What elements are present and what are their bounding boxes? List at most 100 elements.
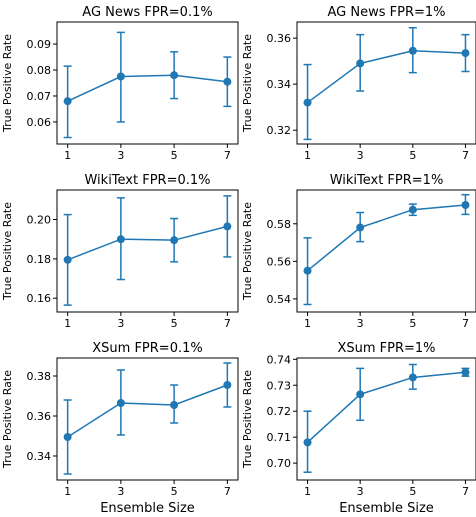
x-tick-label: 5 <box>171 485 178 498</box>
y-tick-label: 0.38 <box>27 370 52 383</box>
data-point <box>409 206 417 214</box>
data-point <box>409 47 417 55</box>
y-tick-label: 0.20 <box>27 214 52 227</box>
chart-panel-1: AG News FPR=0.1% True Positive Rate 1 3 5 7 0.… <box>1 5 238 162</box>
series-line <box>68 385 228 437</box>
x-tick-label: 1 <box>64 485 71 498</box>
y-tick-label: 0.54 <box>267 293 292 306</box>
data-point <box>64 256 72 264</box>
data-point <box>409 373 417 381</box>
plot-frame <box>57 22 238 144</box>
y-tick-label: 0.16 <box>27 292 52 305</box>
y-axis-label: True Positive Rate <box>1 202 14 301</box>
x-tick-label: 3 <box>357 317 364 330</box>
data-point <box>356 224 364 232</box>
y-tick-label: 0.32 <box>267 124 292 137</box>
chart-panel-6: XSum FPR=1% True Positive Rate Ensemble Si… <box>241 341 476 516</box>
chart-panel-3: WikiText FPR=0.1% True Positive Rate 1 3 5 7 0… <box>1 173 238 330</box>
data-point <box>117 235 125 243</box>
data-point <box>461 49 469 57</box>
y-tick-label: 0.09 <box>27 38 52 51</box>
data-point <box>170 71 178 79</box>
y-tick-label: 0.73 <box>267 379 292 392</box>
x-axis-label: Ensemble Size <box>100 501 195 516</box>
x-tick-label: 1 <box>64 317 71 330</box>
series-line <box>308 205 466 271</box>
x-tick-label: 1 <box>304 485 311 498</box>
x-axis-label: Ensemble Size <box>339 501 434 516</box>
x-tick-label: 3 <box>117 317 124 330</box>
data-point <box>117 73 125 81</box>
plot-frame <box>297 190 476 312</box>
y-tick-label: 0.34 <box>27 450 52 463</box>
x-tick-label: 5 <box>409 317 416 330</box>
x-tick-label: 1 <box>304 149 311 162</box>
chart-title: XSum FPR=0.1% <box>92 341 202 356</box>
data-point <box>304 99 312 107</box>
chart-title: AG News FPR=0.1% <box>82 5 212 20</box>
plot-frame <box>297 22 476 144</box>
x-tick-label: 3 <box>117 485 124 498</box>
plot-frame <box>297 358 476 480</box>
data-point <box>223 381 231 389</box>
y-tick-label: 0.07 <box>27 90 52 103</box>
data-point <box>64 433 72 441</box>
x-tick-label: 3 <box>357 485 364 498</box>
y-tick-label: 0.36 <box>27 410 52 423</box>
data-point <box>461 368 469 376</box>
x-tick-label: 7 <box>462 485 469 498</box>
series-line <box>68 75 228 101</box>
data-point <box>304 267 312 275</box>
x-tick-label: 1 <box>304 317 311 330</box>
x-tick-label: 1 <box>64 149 71 162</box>
chart-title: AG News FPR=1% <box>328 5 446 20</box>
y-axis-label: True Positive Rate <box>241 34 254 133</box>
series-line <box>308 51 466 103</box>
chart-panel-2: AG News FPR=1% True Positive Rate 1 3 5 7 0.32… <box>241 5 476 162</box>
plot-frame <box>57 358 238 480</box>
data-point <box>64 97 72 105</box>
y-axis-label: True Positive Rate <box>1 34 14 133</box>
y-axis-label: True Positive Rate <box>1 370 14 469</box>
y-tick-label: 0.74 <box>267 353 292 366</box>
y-tick-label: 0.56 <box>267 255 292 268</box>
y-tick-label: 0.06 <box>27 116 52 129</box>
plot-frame <box>57 190 238 312</box>
y-tick-label: 0.58 <box>267 218 292 231</box>
data-point <box>170 401 178 409</box>
x-tick-label: 5 <box>409 149 416 162</box>
chart-title: XSum FPR=1% <box>337 341 435 356</box>
series-line <box>308 372 466 442</box>
y-tick-label: 0.72 <box>267 405 292 418</box>
x-tick-label: 5 <box>409 485 416 498</box>
data-point <box>356 59 364 67</box>
x-tick-label: 3 <box>357 149 364 162</box>
data-point <box>461 201 469 209</box>
y-tick-label: 0.34 <box>267 78 292 91</box>
x-tick-label: 7 <box>462 317 469 330</box>
x-tick-label: 7 <box>224 149 231 162</box>
y-tick-label: 0.70 <box>267 457 292 470</box>
data-point <box>356 390 364 398</box>
x-tick-label: 3 <box>117 149 124 162</box>
y-tick-label: 0.71 <box>267 431 292 444</box>
x-tick-label: 5 <box>171 317 178 330</box>
y-tick-label: 0.36 <box>267 32 292 45</box>
data-point <box>223 222 231 230</box>
chart-title: WikiText FPR=1% <box>330 173 444 188</box>
chart-panel-5: XSum FPR=0.1% True Positive Rate Ensemble … <box>1 341 238 516</box>
data-point <box>170 236 178 244</box>
y-tick-label: 0.18 <box>27 253 52 266</box>
x-tick-label: 7 <box>224 317 231 330</box>
x-tick-label: 7 <box>224 485 231 498</box>
y-axis-label: True Positive Rate <box>241 202 254 301</box>
x-tick-label: 5 <box>171 149 178 162</box>
data-point <box>117 399 125 407</box>
chart-panel-4: WikiText FPR=1% True Positive Rate 1 3 5 7 0.5… <box>241 173 476 330</box>
y-tick-label: 0.08 <box>27 64 52 77</box>
data-point <box>304 438 312 446</box>
chart-title: WikiText FPR=0.1% <box>84 173 210 188</box>
y-axis-label: True Positive Rate <box>241 370 254 469</box>
x-tick-label: 7 <box>462 149 469 162</box>
